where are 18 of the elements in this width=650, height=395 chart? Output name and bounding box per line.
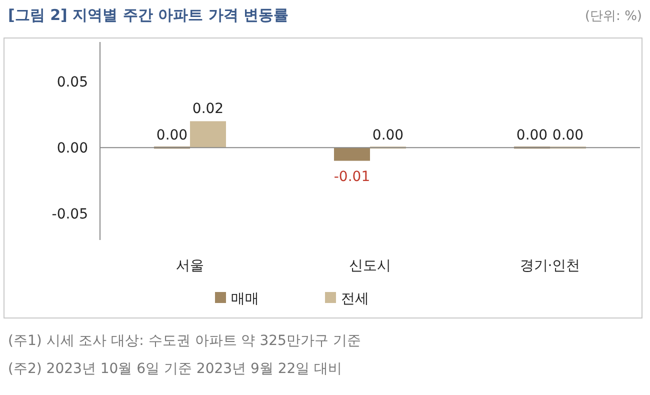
data-label: 0.00: [552, 128, 584, 144]
text: (주2) 2023년 10월 6일 기준 2023년 9월 22일 대비: [8, 361, 342, 377]
data-label: 0.00: [372, 128, 404, 144]
text: (주1) 시세 조사 대상: 수도권 아파트 약 325만가구 기준: [8, 333, 361, 349]
x-tick-label: 경기·인천: [520, 258, 580, 274]
legend-label: 매매: [231, 291, 259, 307]
data-label: 0.00: [516, 128, 548, 144]
y-tick-label: 0.05: [56, 74, 88, 91]
data-label: -0.01: [334, 168, 370, 185]
chart-title: [그림 2] 지역별 주간 아파트 가격 변동률: [8, 6, 288, 24]
data-label: 0.00: [156, 128, 188, 144]
legend-label: 전세: [341, 291, 369, 307]
y-tick-label: -0.05: [52, 206, 88, 223]
x-tick-label: 서울: [176, 258, 204, 274]
data-label: 0.02: [192, 101, 224, 118]
text: (단위: %): [584, 9, 642, 24]
y-tick-label: 0.00: [56, 140, 88, 157]
x-tick-label: 신도시: [349, 258, 391, 274]
